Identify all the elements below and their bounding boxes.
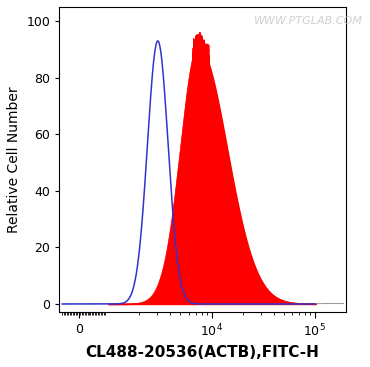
Y-axis label: Relative Cell Number: Relative Cell Number: [7, 86, 21, 233]
X-axis label: CL488-20536(ACTB),FITC-H: CL488-20536(ACTB),FITC-H: [86, 345, 320, 360]
Text: WWW.PTGLAB.COM: WWW.PTGLAB.COM: [254, 16, 363, 26]
